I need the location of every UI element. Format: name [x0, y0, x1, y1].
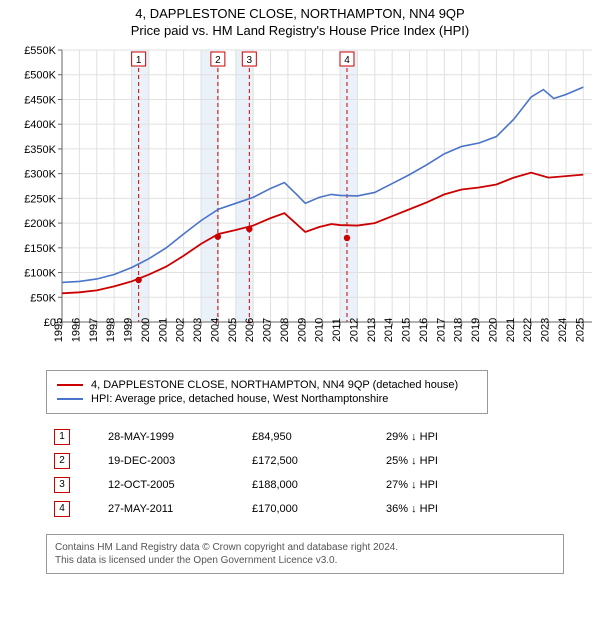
x-tick-label: 1999: [123, 318, 135, 342]
y-tick-label: £150K: [24, 243, 56, 255]
table-row: 1 28-MAY-1999£84,95029% ↓ HPI: [48, 426, 474, 448]
legend-label: 4, DAPPLESTONE CLOSE, NORTHAMPTON, NN4 9…: [91, 379, 458, 391]
legend-row: 4, DAPPLESTONE CLOSE, NORTHAMPTON, NN4 9…: [57, 379, 477, 391]
x-tick-label: 1998: [105, 318, 117, 342]
sale-dot: [135, 277, 141, 283]
y-tick-label: £500K: [24, 70, 56, 82]
sale-price: £170,000: [246, 498, 378, 520]
title-subtitle: Price paid vs. HM Land Registry's House …: [0, 23, 600, 38]
year-band: [340, 50, 357, 322]
sale-number-box: 4: [54, 501, 70, 517]
sale-price: £188,000: [246, 474, 378, 496]
sale-price: £172,500: [246, 450, 378, 472]
x-tick-label: 1996: [70, 318, 82, 342]
year-band: [236, 50, 253, 322]
x-tick-label: 2022: [522, 318, 534, 342]
x-tick-label: 2021: [505, 318, 517, 342]
table-row: 2 19-DEC-2003£172,50025% ↓ HPI: [48, 450, 474, 472]
sale-diff: 36% ↓ HPI: [380, 498, 474, 520]
sale-number-box: 3: [54, 477, 70, 493]
x-tick-label: 2005: [227, 318, 239, 342]
chart: 1234£0£50K£100K£150K£200K£250K£300K£350K…: [0, 42, 600, 362]
title-address: 4, DAPPLESTONE CLOSE, NORTHAMPTON, NN4 9…: [0, 6, 600, 21]
x-tick-label: 2014: [383, 318, 395, 342]
legend-row: HPI: Average price, detached house, West…: [57, 393, 477, 405]
x-tick-label: 2016: [418, 318, 430, 342]
y-tick-label: £250K: [24, 193, 56, 205]
x-tick-label: 1997: [88, 318, 100, 342]
x-tick-label: 2019: [470, 318, 482, 342]
sale-price: £84,950: [246, 426, 378, 448]
x-tick-label: 2012: [348, 318, 360, 342]
year-band: [201, 50, 218, 322]
x-tick-label: 2006: [244, 318, 256, 342]
x-tick-label: 2020: [487, 318, 499, 342]
y-tick-label: £100K: [24, 268, 56, 280]
y-tick-label: £300K: [24, 169, 56, 181]
x-tick-label: 2004: [209, 318, 221, 342]
legend-swatch: [57, 384, 83, 386]
x-tick-label: 2018: [453, 318, 465, 342]
y-tick-label: £450K: [24, 94, 56, 106]
sale-date: 27-MAY-2011: [102, 498, 244, 520]
y-tick-label: £400K: [24, 119, 56, 131]
sale-marker-number: 4: [344, 55, 350, 66]
x-tick-label: 2024: [557, 318, 569, 342]
y-tick-label: £50K: [30, 292, 56, 304]
y-tick-label: £350K: [24, 144, 56, 156]
sale-marker-number: 2: [215, 55, 221, 66]
sale-diff: 27% ↓ HPI: [380, 474, 474, 496]
sale-number-box: 1: [54, 429, 70, 445]
y-tick-label: £200K: [24, 218, 56, 230]
x-tick-label: 2003: [192, 318, 204, 342]
x-tick-label: 2007: [262, 318, 274, 342]
x-tick-label: 2013: [366, 318, 378, 342]
x-tick-label: 2002: [175, 318, 187, 342]
sale-date: 12-OCT-2005: [102, 474, 244, 496]
x-tick-label: 1995: [53, 318, 65, 342]
sale-dot: [344, 235, 350, 241]
footer-line1: Contains HM Land Registry data © Crown c…: [55, 541, 555, 554]
table-row: 4 27-MAY-2011£170,00036% ↓ HPI: [48, 498, 474, 520]
x-tick-label: 2025: [574, 318, 586, 342]
sales-table: 1 28-MAY-1999£84,95029% ↓ HPI 2 19-DEC-2003…: [46, 424, 476, 522]
chart-svg: 1234£0£50K£100K£150K£200K£250K£300K£350K…: [0, 42, 600, 362]
sale-dot: [246, 226, 252, 232]
x-tick-label: 2011: [331, 318, 343, 342]
x-tick-label: 2000: [140, 318, 152, 342]
x-tick-label: 2017: [435, 318, 447, 342]
sale-marker-number: 1: [136, 55, 142, 66]
sale-diff: 25% ↓ HPI: [380, 450, 474, 472]
x-tick-label: 2001: [157, 318, 169, 342]
x-tick-label: 2015: [401, 318, 413, 342]
sale-marker-number: 3: [247, 55, 253, 66]
sale-date: 19-DEC-2003: [102, 450, 244, 472]
x-tick-label: 2008: [279, 318, 291, 342]
footer: Contains HM Land Registry data © Crown c…: [46, 534, 564, 574]
legend-label: HPI: Average price, detached house, West…: [91, 393, 388, 405]
x-tick-label: 2009: [296, 318, 308, 342]
x-tick-label: 2010: [314, 318, 326, 342]
sale-number-box: 2: [54, 453, 70, 469]
y-tick-label: £550K: [24, 45, 56, 57]
table-row: 3 12-OCT-2005£188,00027% ↓ HPI: [48, 474, 474, 496]
footer-line2: This data is licensed under the Open Gov…: [55, 554, 555, 567]
sale-diff: 29% ↓ HPI: [380, 426, 474, 448]
legend-swatch: [57, 398, 83, 400]
page: 4, DAPPLESTONE CLOSE, NORTHAMPTON, NN4 9…: [0, 0, 600, 574]
titles: 4, DAPPLESTONE CLOSE, NORTHAMPTON, NN4 9…: [0, 0, 600, 38]
sale-date: 28-MAY-1999: [102, 426, 244, 448]
legend: 4, DAPPLESTONE CLOSE, NORTHAMPTON, NN4 9…: [46, 370, 488, 414]
sale-dot: [215, 233, 221, 239]
x-tick-label: 2023: [540, 318, 552, 342]
